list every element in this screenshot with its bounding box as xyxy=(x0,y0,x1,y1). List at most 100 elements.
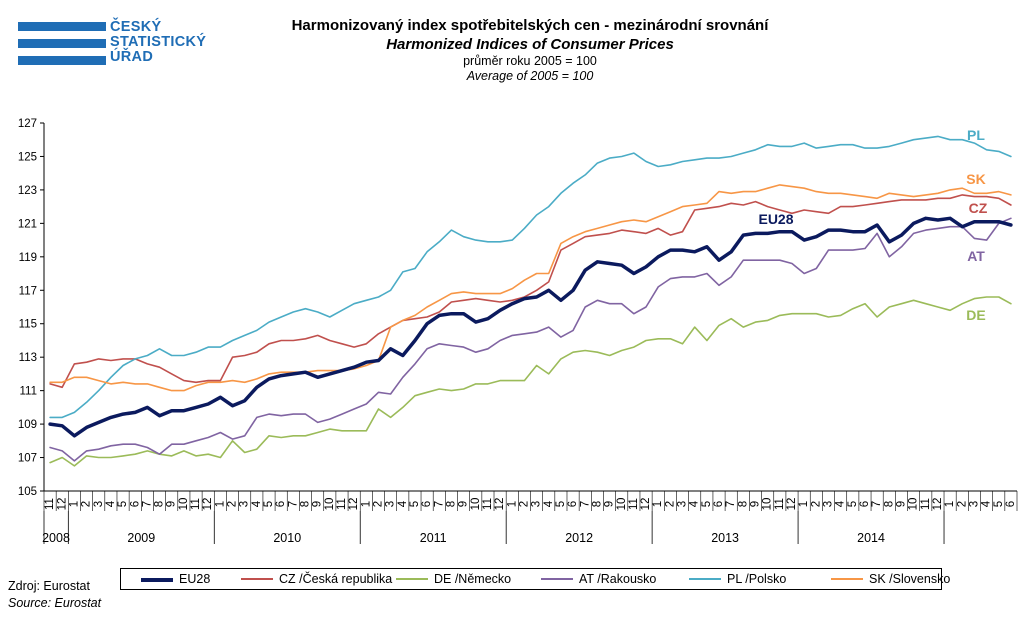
x-tick-label: 11 xyxy=(482,498,494,510)
x-tick-label: 6 xyxy=(713,501,725,507)
x-tick-label: 4 xyxy=(689,500,701,507)
x-tick-label: 12 xyxy=(56,498,68,511)
x-tick-label: 7 xyxy=(725,501,737,507)
logo-line: ÚŘAD xyxy=(110,49,154,65)
x-tick-label: 3 xyxy=(239,501,251,507)
x-tick-label: 8 xyxy=(591,501,603,507)
x-tick-label: 1 xyxy=(68,501,80,507)
series-line-eu28 xyxy=(48,216,1013,438)
x-tick-label: 9 xyxy=(458,501,470,507)
logo-stripe xyxy=(18,22,106,31)
series-line-pl xyxy=(49,135,1012,419)
chart-title: Harmonizovaný index spotřebitelských cen… xyxy=(291,17,769,34)
legend-swatch xyxy=(689,578,721,580)
y-tick-label: 121 xyxy=(18,218,37,230)
x-tick-label: 10 xyxy=(762,498,774,511)
x-tick-label: 9 xyxy=(895,501,907,507)
year-label: 2008 xyxy=(42,531,70,545)
x-tick-label: 3 xyxy=(531,501,543,507)
x-tick-label: 11 xyxy=(920,498,932,510)
x-tick-label: 1 xyxy=(214,501,226,507)
y-tick-label: 123 xyxy=(18,185,37,197)
x-tick-label: 7 xyxy=(433,501,445,507)
x-tick-label: 7 xyxy=(287,501,299,507)
x-tick-label: 5 xyxy=(409,501,421,507)
year-label: 2013 xyxy=(711,531,739,545)
legend-label: DE /Německo xyxy=(434,572,512,586)
x-tick-label: 12 xyxy=(640,498,652,511)
legend-label: SK /Slovensko xyxy=(869,572,951,586)
x-tick-label: 7 xyxy=(871,501,883,507)
y-tick-label: 115 xyxy=(19,319,37,331)
x-tick-label: 1 xyxy=(506,501,518,507)
x-tick-label: 4 xyxy=(981,500,993,507)
x-tick-label: 10 xyxy=(178,498,190,511)
x-tick-label: 4 xyxy=(105,500,117,507)
x-tick-label: 5 xyxy=(555,501,567,507)
legend-swatch xyxy=(396,578,428,580)
x-tick-label: 3 xyxy=(677,501,689,507)
base-note-cz: průměr roku 2005 = 100 xyxy=(463,54,597,68)
y-tick-label: 119 xyxy=(19,252,37,264)
year-label: 2010 xyxy=(273,531,301,545)
x-tick-label: 2 xyxy=(664,501,676,507)
x-tick-label: 1 xyxy=(652,501,664,507)
x-tick-label: 8 xyxy=(445,501,457,507)
x-tick-label: 3 xyxy=(93,501,105,507)
legend-label: PL /Polsko xyxy=(727,572,787,586)
x-tick-label: 1 xyxy=(798,501,810,507)
x-tick-label: 5 xyxy=(117,501,129,507)
legend-swatch xyxy=(541,578,573,580)
y-tick-label: 107 xyxy=(18,453,37,465)
x-tick-label: 12 xyxy=(786,498,798,511)
x-tick-label: 5 xyxy=(701,501,713,507)
x-tick-label: 7 xyxy=(141,501,153,507)
logo-text: ČESKÝ STATISTICKÝ ÚŘAD xyxy=(110,20,206,65)
x-tick-label: 3 xyxy=(385,501,397,507)
x-tick-label: 8 xyxy=(883,501,895,507)
x-tick-label: 11 xyxy=(336,498,348,510)
x-tick-label: 6 xyxy=(859,501,871,507)
series-label-de: DE xyxy=(966,307,985,323)
x-tick-label: 8 xyxy=(154,501,166,507)
x-tick-label: 10 xyxy=(616,498,628,511)
x-tick-label: 11 xyxy=(44,498,56,510)
x-tick-label: 2 xyxy=(518,501,530,507)
year-label: 2012 xyxy=(565,531,593,545)
x-tick-label: 6 xyxy=(275,501,287,507)
x-tick-label: 6 xyxy=(421,501,433,507)
series-line-cz xyxy=(49,194,1012,389)
legend-label: CZ /Česká republika xyxy=(279,572,393,586)
x-tick-label: 4 xyxy=(251,500,263,507)
source-note: Zdroj: Eurostat Source: Eurostat xyxy=(8,578,101,612)
series-label-cz: CZ xyxy=(969,200,988,216)
x-tick-label: 4 xyxy=(397,500,409,507)
x-tick-label: 11 xyxy=(774,498,786,510)
x-tick-label: 4 xyxy=(543,500,555,507)
x-tick-label: 5 xyxy=(263,501,275,507)
series-label-sk: SK xyxy=(966,171,985,187)
series-line-de xyxy=(49,296,1012,467)
y-tick-label: 117 xyxy=(19,285,37,297)
y-tick-label: 109 xyxy=(18,419,37,431)
x-tick-label: 2 xyxy=(956,501,968,507)
series-label-at: AT xyxy=(967,248,985,264)
source-cz: Zdroj: Eurostat xyxy=(8,579,90,593)
x-tick-label: 10 xyxy=(908,498,920,511)
logo-line: STATISTICKÝ xyxy=(110,34,207,50)
x-tick-label: 12 xyxy=(932,498,944,511)
x-tick-label: 2 xyxy=(373,501,385,507)
x-tick-label: 8 xyxy=(300,501,312,507)
x-tick-label: 2 xyxy=(81,501,93,507)
x-tick-label: 1 xyxy=(944,501,956,507)
x-tick-label: 5 xyxy=(993,501,1005,507)
legend-swatch xyxy=(241,578,273,580)
logo-stripe xyxy=(18,39,106,48)
x-tick-label: 12 xyxy=(348,498,360,511)
x-tick-label: 1 xyxy=(360,501,372,507)
x-tick-label: 4 xyxy=(835,500,847,507)
x-tick-label: 3 xyxy=(968,501,980,507)
x-tick-label: 2 xyxy=(227,501,239,507)
x-tick-label: 9 xyxy=(750,501,762,507)
